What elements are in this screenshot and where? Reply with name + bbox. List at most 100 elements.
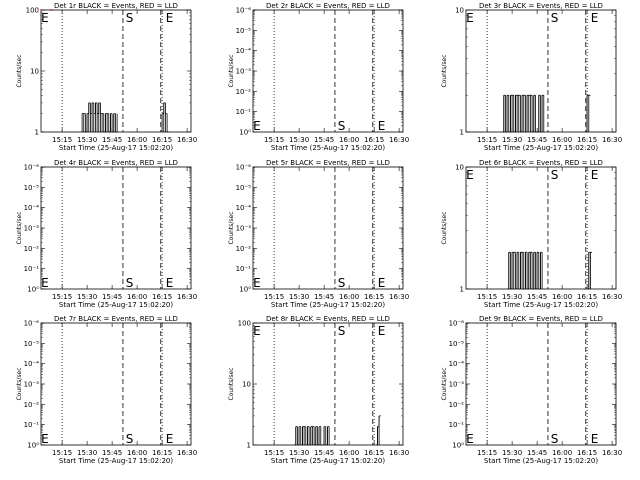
x-axis-label: Start Time (25-Aug-17 15:02:20) — [271, 301, 385, 309]
x-tick-label: 16:15 — [152, 136, 172, 144]
event-marker-e: E — [466, 11, 474, 25]
panel-det-6: Det 6r BLACK = Events, RED = LLD 1 10 15:15… — [441, 159, 622, 309]
y-tick-label: 100 — [238, 320, 251, 328]
y-tick-label: 1 — [460, 286, 464, 294]
y-axis-label: Counts/sec — [228, 54, 235, 87]
x-tick-label: 16:15 — [364, 449, 384, 457]
panel-det-2: Det 2r BLACK = Events, RED = LLD 10⁰ 10⁻¹ 1… — [228, 2, 409, 152]
x-tick-label: 15:45 — [527, 293, 547, 301]
y-tick-label: 10 — [455, 7, 464, 15]
x-tick-label: 15:15 — [52, 293, 72, 301]
y-tick-label: 10⁻¹ — [236, 265, 252, 273]
panel-title: Det 4r BLACK = Events, RED = LLD — [54, 159, 178, 167]
y-tick-label: 10⁻³ — [236, 225, 252, 233]
y-tick-label: 10⁻¹ — [449, 421, 465, 429]
panel-title: Det 9r BLACK = Events, RED = LLD — [479, 315, 603, 323]
x-tick-label: 15:15 — [477, 449, 497, 457]
y-tick-label: 10⁻⁵ — [236, 27, 252, 35]
x-tick-label: 16:00 — [127, 136, 147, 144]
y-tick-label: 10⁻⁴ — [236, 47, 252, 55]
panel-det-1: Det 1r BLACK = Events, RED = LLD 1 10 100 15… — [16, 2, 197, 152]
event-marker-e: E — [41, 276, 49, 290]
x-axis-label: Start Time (25-Aug-17 15:02:20) — [484, 144, 598, 152]
plot-frame — [465, 9, 617, 133]
x-tick-label: 15:45 — [314, 293, 334, 301]
x-tick-label: 16:00 — [552, 293, 572, 301]
x-tick-label: 15:45 — [314, 136, 334, 144]
x-axis-label: Start Time (25-Aug-17 15:02:20) — [484, 457, 598, 465]
y-tick-label: 10⁻² — [236, 245, 252, 253]
x-tick-label: 16:30 — [602, 293, 622, 301]
x-tick-label: 16:15 — [364, 293, 384, 301]
plot-frame — [465, 322, 617, 446]
plot-frame — [465, 166, 617, 290]
x-tick-label: 16:15 — [152, 293, 172, 301]
event-marker-e: E — [378, 276, 386, 290]
x-tick-label: 15:45 — [527, 136, 547, 144]
y-tick-label: 10⁻² — [449, 401, 465, 409]
x-tick-label: 15:45 — [314, 449, 334, 457]
panel-title: Det 8r BLACK = Events, RED = LLD — [266, 315, 390, 323]
panel-det-4: Det 4r BLACK = Events, RED = LLD 10⁰ 10⁻¹ 1… — [16, 159, 197, 309]
y-tick-label: 10⁻⁶ — [24, 164, 40, 172]
x-tick-label: 16:30 — [602, 449, 622, 457]
x-tick-label: 16:30 — [177, 293, 197, 301]
panel-title: Det 3r BLACK = Events, RED = LLD — [479, 2, 603, 10]
y-tick-label: 1 — [247, 442, 251, 450]
y-axis-label: Counts/sec — [16, 211, 23, 244]
event-marker-e: E — [166, 432, 174, 446]
y-tick-label: 10⁻³ — [449, 381, 465, 389]
x-tick-label: 15:45 — [102, 136, 122, 144]
y-tick-label: 10⁻⁴ — [24, 204, 40, 212]
x-tick-label: 16:30 — [389, 136, 409, 144]
y-tick-label: 10⁻⁵ — [24, 340, 40, 348]
x-tick-label: 16:00 — [339, 293, 359, 301]
y-axis-label: Counts/sec — [16, 54, 23, 87]
x-tick-label: 15:15 — [52, 449, 72, 457]
panel-det-5: Det 5r BLACK = Events, RED = LLD 10⁰ 10⁻¹ 1… — [228, 159, 409, 309]
y-axis-label: Counts/sec — [441, 54, 448, 87]
x-tick-label: 16:15 — [364, 136, 384, 144]
event-marker-e: E — [41, 432, 49, 446]
event-marker-e: E — [166, 276, 174, 290]
y-tick-label: 10⁻⁵ — [24, 184, 40, 192]
x-tick-label: 16:00 — [339, 136, 359, 144]
plot-frame — [40, 9, 192, 133]
y-axis-label: Counts/sec — [441, 367, 448, 400]
plot-frame — [252, 9, 404, 133]
x-tick-label: 15:30 — [289, 449, 309, 457]
event-marker-s: S — [338, 119, 346, 133]
y-tick-label: 10 — [242, 381, 251, 389]
y-tick-label: 10⁻¹ — [24, 265, 40, 273]
panel-title: Det 7r BLACK = Events, RED = LLD — [54, 315, 178, 323]
y-axis-label: Counts/sec — [16, 367, 23, 400]
event-marker-e: E — [253, 119, 261, 133]
y-tick-label: 10⁰ — [239, 129, 251, 137]
panel-det-7: Det 7r BLACK = Events, RED = LLD 10⁰ 10⁻¹ 1… — [16, 315, 197, 465]
plot-frame — [40, 322, 192, 446]
x-tick-label: 16:15 — [152, 449, 172, 457]
x-tick-label: 16:00 — [552, 449, 572, 457]
x-tick-label: 15:15 — [264, 293, 284, 301]
y-tick-label: 10⁻² — [24, 245, 40, 253]
event-marker-s: S — [338, 276, 346, 290]
x-tick-label: 16:30 — [389, 449, 409, 457]
event-marker-e: E — [253, 324, 261, 338]
x-tick-label: 15:45 — [102, 293, 122, 301]
x-tick-label: 16:00 — [127, 449, 147, 457]
y-tick-label: 10⁰ — [27, 286, 39, 294]
event-marker-s: S — [126, 11, 134, 25]
x-tick-label: 15:15 — [264, 449, 284, 457]
x-axis-label: Start Time (25-Aug-17 15:02:20) — [59, 144, 173, 152]
x-tick-label: 15:45 — [102, 449, 122, 457]
event-marker-e: E — [591, 432, 599, 446]
x-tick-label: 16:00 — [339, 449, 359, 457]
y-tick-label: 10⁻⁶ — [449, 320, 465, 328]
event-marker-e: E — [378, 324, 386, 338]
y-tick-label: 1 — [35, 129, 39, 137]
y-tick-label: 10⁻⁴ — [236, 204, 252, 212]
y-axis-label: Counts/sec — [228, 367, 235, 400]
x-axis-label: Start Time (25-Aug-17 15:02:20) — [59, 301, 173, 309]
x-tick-label: 16:00 — [127, 293, 147, 301]
